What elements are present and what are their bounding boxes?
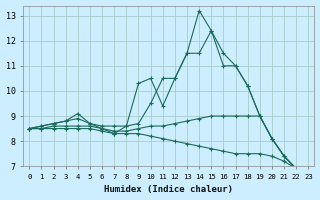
X-axis label: Humidex (Indice chaleur): Humidex (Indice chaleur) — [104, 185, 233, 194]
